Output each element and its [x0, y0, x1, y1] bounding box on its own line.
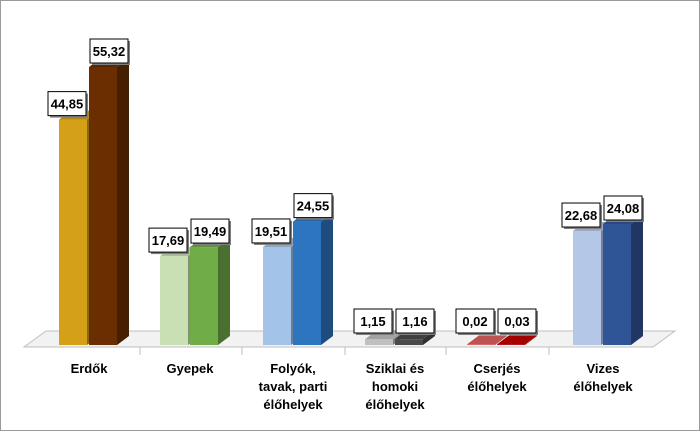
bar-series2-3 — [293, 212, 333, 345]
data-label-text: 19,51 — [255, 224, 288, 239]
bars — [59, 58, 643, 346]
category-labels: Erdők Gyepek Folyók,tavak, partiélőhelyekS… — [71, 361, 634, 412]
data-label-series1-5: 0,02 — [455, 308, 496, 335]
data-label-series1-3: 19,51 — [251, 218, 292, 245]
bar-front — [497, 344, 525, 345]
data-label-series1-6: 22,68 — [561, 202, 602, 230]
bar-top — [467, 335, 507, 345]
bar-front — [467, 344, 495, 345]
bar-series2-1 — [89, 58, 129, 345]
data-labels: 44,85 17,69 19,51 1,15 0,02 22,68 55,32 19,49 24… — [47, 38, 644, 335]
bar-front — [89, 67, 117, 345]
bar-front — [365, 339, 393, 345]
category-label-line: élőhelyek — [263, 397, 323, 412]
category-label-line: élőhelyek — [467, 379, 527, 394]
data-label-text: 17,69 — [152, 233, 185, 248]
bar-front — [395, 339, 423, 345]
data-label-series2-5: 0,03 — [497, 308, 538, 335]
data-label-series2-1: 55,32 — [89, 38, 130, 65]
bar-series2-6 — [603, 214, 643, 345]
data-label-box — [251, 218, 291, 244]
bar-side — [321, 212, 333, 345]
data-label-box — [395, 308, 435, 334]
category-label-4: Sziklai és homoki élőhelyek — [365, 361, 425, 412]
data-label-box — [497, 308, 537, 334]
bar-front — [160, 256, 188, 345]
category-label-3: Folyók, tavak, parti élőhelyek — [259, 361, 328, 412]
bar-side — [218, 238, 230, 345]
data-label-box — [190, 218, 230, 244]
data-label-box — [148, 227, 188, 253]
category-label-line: Sziklai és — [366, 361, 425, 376]
data-label-box — [89, 38, 129, 64]
category-label-line: Erdők — [71, 361, 109, 376]
category-label-line: Gyepek — [167, 361, 215, 376]
category-label-line: Folyók, — [270, 361, 316, 376]
data-label-text: 44,85 — [51, 97, 84, 112]
bar-front — [573, 231, 601, 345]
bar-series2-5 — [497, 335, 537, 345]
data-label-text: 19,49 — [194, 224, 227, 239]
bar-series1-5 — [467, 335, 507, 345]
data-label-series2-4: 1,16 — [395, 308, 436, 335]
bar-front — [603, 223, 631, 345]
bar-side — [525, 335, 537, 345]
data-label-text: 55,32 — [93, 44, 126, 59]
data-label-text: 0,02 — [462, 314, 487, 329]
data-label-text: 1,16 — [402, 314, 427, 329]
bar-front — [59, 119, 87, 346]
data-label-text: 1,15 — [360, 314, 385, 329]
data-label-text: 24,55 — [297, 199, 330, 214]
category-label-6: Vizes élőhelyek — [573, 361, 633, 394]
bar-series2-2 — [190, 238, 230, 345]
data-label-box — [47, 91, 87, 117]
category-label-line: élőhelyek — [365, 397, 425, 412]
data-label-series1-1: 44,85 — [47, 91, 88, 118]
data-label-box — [455, 308, 495, 334]
bar-front — [263, 246, 291, 345]
data-label-box — [603, 195, 643, 221]
bar-side — [631, 214, 643, 345]
data-label-series2-3: 24,55 — [293, 193, 334, 220]
category-label-line: tavak, parti — [259, 379, 328, 394]
data-label-box — [293, 193, 333, 219]
data-label-box — [353, 308, 393, 334]
category-label-line: Cserjés — [474, 361, 521, 376]
bar-front — [190, 247, 218, 345]
bar-top — [497, 335, 537, 345]
category-label-1: Erdők — [71, 361, 109, 376]
category-label-line: élőhelyek — [573, 379, 633, 394]
category-label-line: Vizes — [586, 361, 619, 376]
data-label-series2-6: 24,08 — [603, 195, 644, 222]
category-label-line: homoki — [372, 379, 418, 394]
data-label-series1-2: 17,69 — [148, 227, 189, 255]
bar-front — [293, 221, 321, 345]
bar-side — [495, 335, 507, 345]
data-label-text: 22,68 — [565, 208, 598, 223]
category-label-5: Cserjés élőhelyek — [467, 361, 527, 394]
data-label-series1-4: 1,15 — [353, 308, 394, 335]
data-label-series2-2: 19,49 — [190, 218, 231, 246]
data-label-text: 24,08 — [607, 201, 640, 216]
bar-side — [117, 58, 129, 345]
data-label-box — [561, 202, 601, 228]
category-label-2: Gyepek — [167, 361, 215, 376]
data-label-text: 0,03 — [504, 314, 529, 329]
